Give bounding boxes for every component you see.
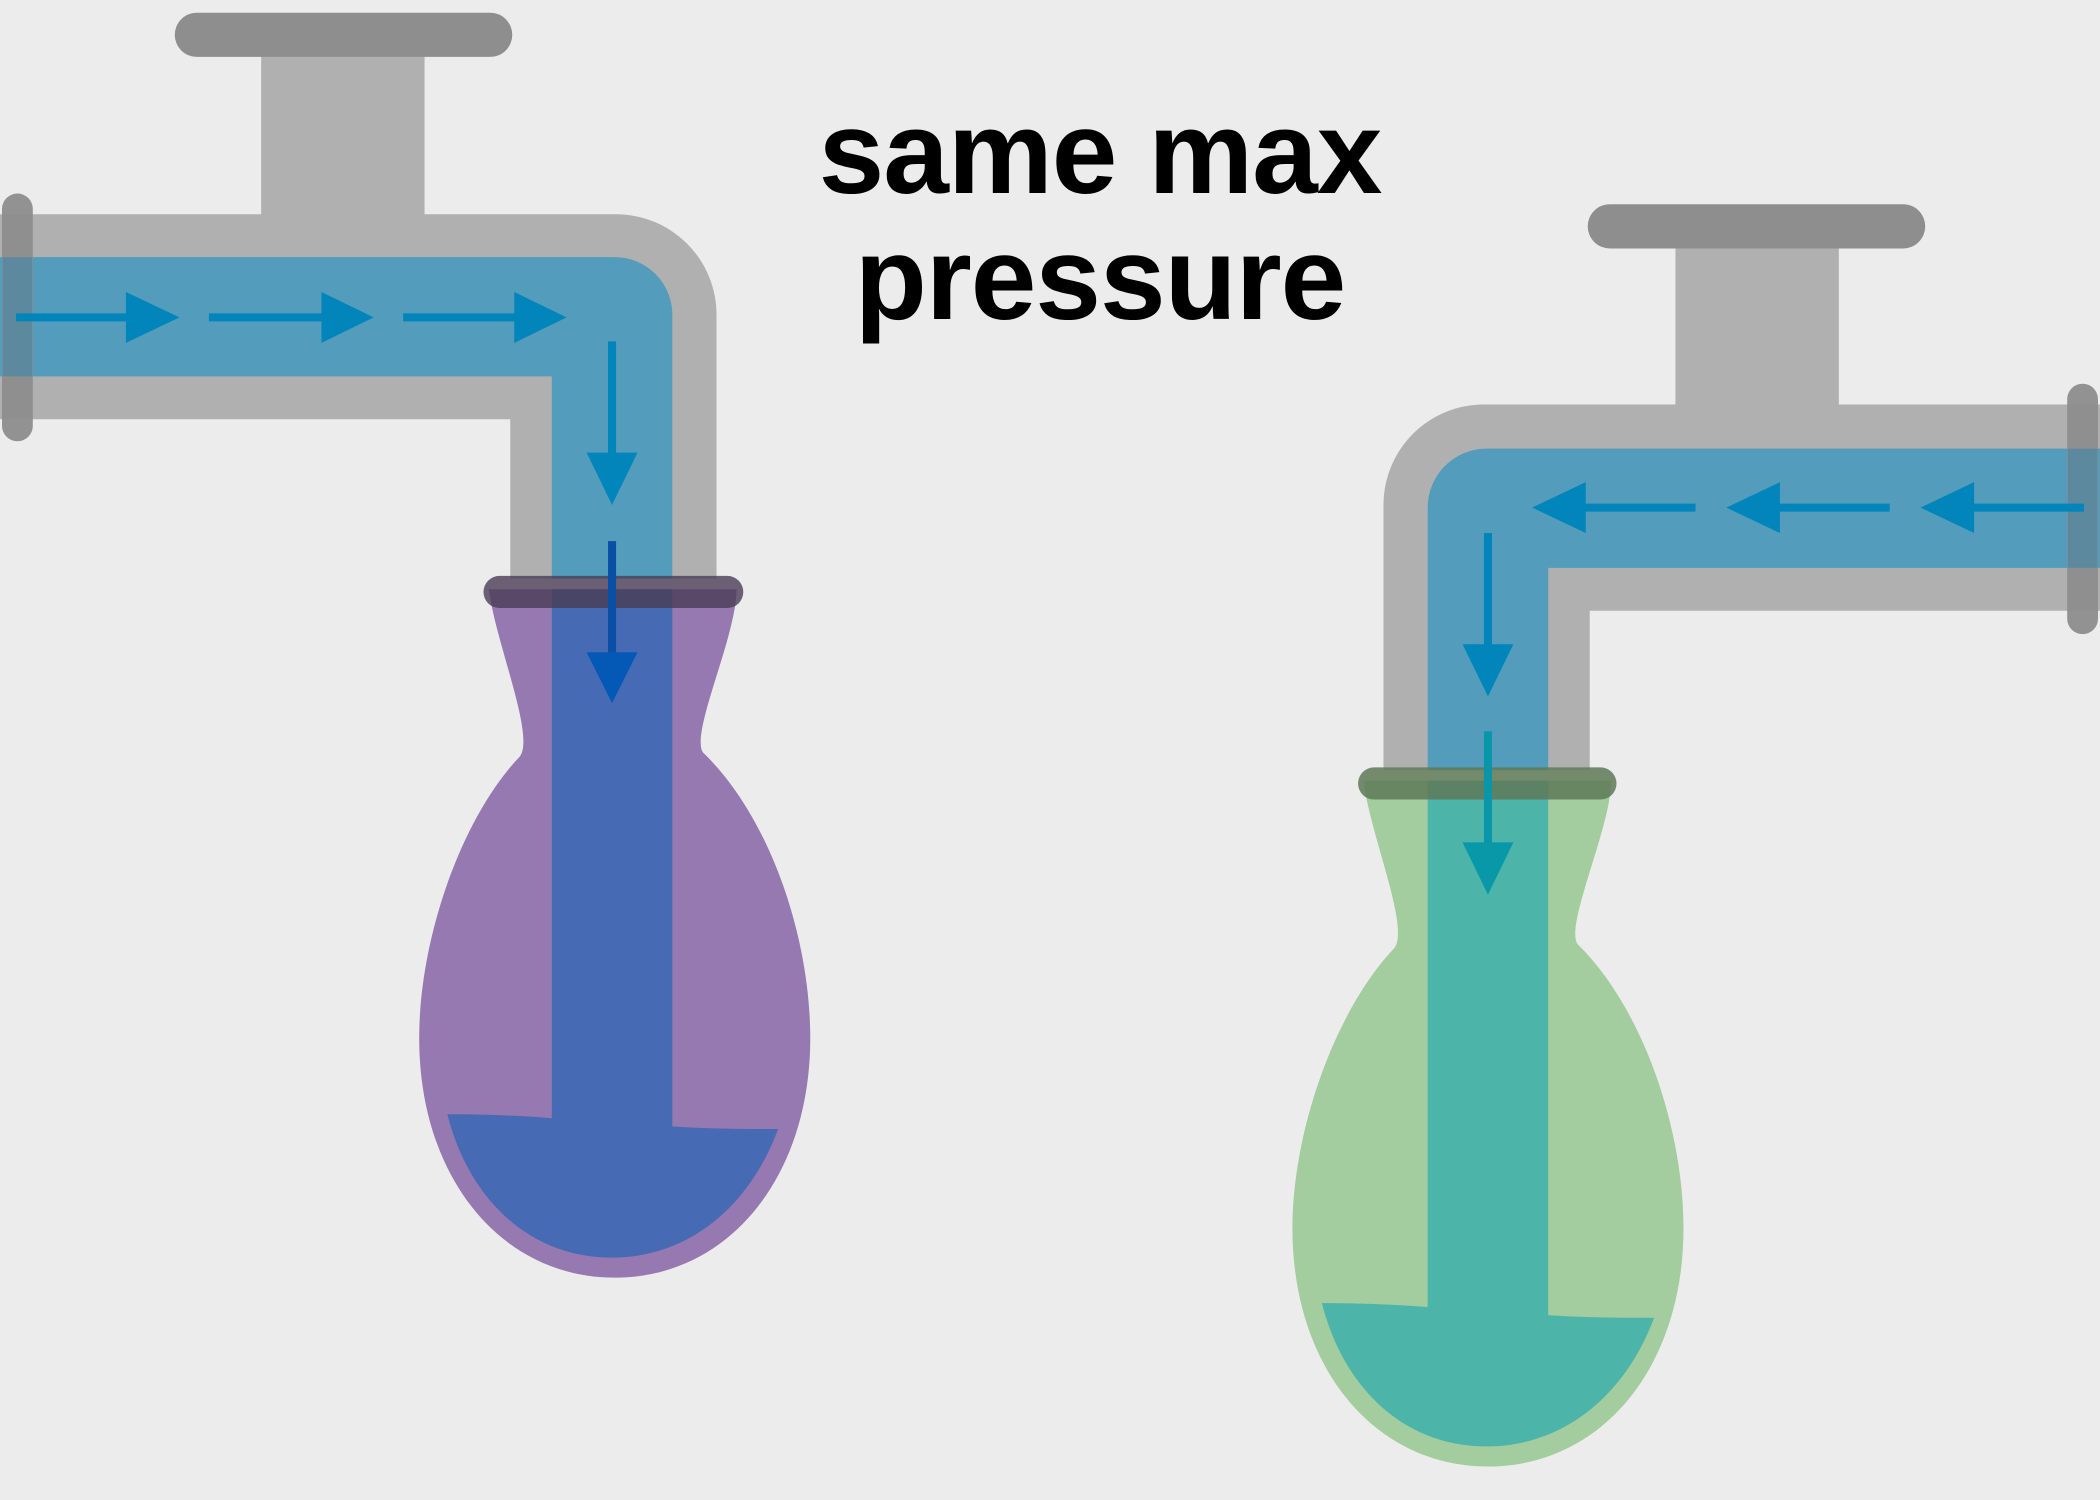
arrow-icon [16, 291, 180, 343]
right-pipe-water [1427, 448, 2100, 771]
left-balloon-water [447, 589, 779, 1258]
arrow-icon [403, 291, 567, 343]
right-flow-arrows [1462, 482, 2084, 895]
arrow-icon [208, 291, 374, 343]
arrow-icon [586, 541, 638, 704]
left-valve-stem [261, 40, 425, 228]
arrow-icon [586, 341, 638, 505]
left-pipe-water [0, 257, 673, 579]
arrow-icon [1462, 533, 1514, 697]
right-valve-stem [1675, 230, 1839, 418]
arrow-icon [1920, 482, 2084, 534]
diagram-title: same max pressure [700, 90, 1500, 342]
title-line-1: same max [818, 87, 1383, 219]
arrow-icon [1532, 482, 1696, 534]
title-line-2: pressure [854, 213, 1347, 345]
arrow-icon [1462, 731, 1514, 895]
right-balloon-water [1321, 780, 1655, 1447]
left-flow-arrows [16, 291, 638, 704]
left-faucet-assembly [0, 12, 811, 1278]
right-faucet-assembly [1292, 204, 2100, 1467]
arrow-icon [1726, 482, 1890, 534]
